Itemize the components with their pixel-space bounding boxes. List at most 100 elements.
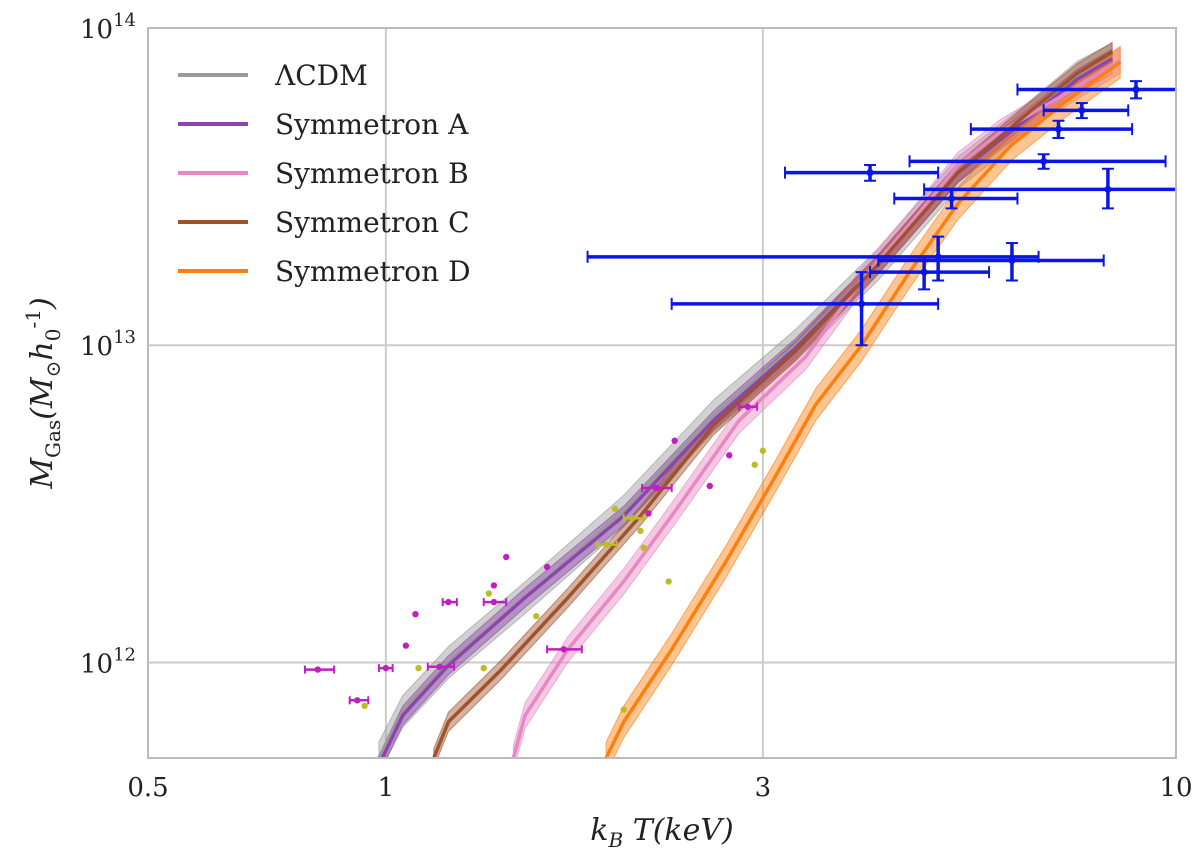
data-point	[783, 163, 940, 182]
data-point	[1016, 80, 1176, 100]
data-marker	[480, 664, 487, 672]
data-marker	[1040, 157, 1048, 165]
data-marker	[1054, 125, 1062, 133]
data-point	[595, 540, 618, 549]
data-marker	[620, 706, 627, 713]
data-points	[303, 80, 1176, 713]
x-axis-label: kB T(keV)	[590, 813, 733, 852]
data-point	[622, 514, 645, 523]
data-marker	[759, 447, 767, 454]
data-marker	[653, 484, 660, 492]
data-point	[543, 563, 551, 571]
data-marker	[628, 514, 636, 522]
x-tick-label: 10	[1159, 773, 1192, 803]
data-marker	[858, 300, 866, 308]
data-marker	[502, 553, 510, 561]
legend-label: Symmetron A	[275, 108, 469, 141]
data-point	[908, 153, 1167, 170]
data-point	[485, 590, 493, 597]
legend: ΛCDM Symmetron A Symmetron B Symmetron C Sym…	[178, 59, 471, 288]
data-point	[1042, 102, 1130, 120]
data-point	[645, 510, 652, 517]
data-point	[665, 578, 672, 585]
y-tick-labels: 1012 1013 1014	[80, 10, 136, 679]
data-marker	[645, 510, 652, 517]
legend-label: Symmetron B	[275, 157, 469, 190]
data-point	[586, 235, 1040, 282]
plot-frame	[147, 27, 1177, 759]
data-marker	[533, 612, 540, 620]
data-marker	[744, 403, 751, 410]
legend-entry: Symmetron B	[178, 157, 469, 190]
legend-entry: Symmetron C	[178, 206, 470, 239]
data-point	[869, 255, 991, 291]
data-marker	[665, 578, 672, 585]
x-tick-labels: 0.5 1 3 10	[127, 773, 1192, 803]
data-marker	[751, 461, 758, 468]
y-axis-label-group: MGas(M⊙h0-1)	[21, 297, 65, 489]
legend-entry: Symmetron D	[178, 255, 471, 288]
series-bands	[378, 41, 1121, 758]
data-marker	[361, 702, 368, 710]
legend-label: Symmetron D	[275, 255, 471, 288]
data-marker	[445, 598, 452, 606]
data-marker	[866, 169, 874, 177]
data-marker	[354, 697, 361, 704]
x-tick-label: 3	[755, 773, 772, 803]
data-marker	[490, 598, 498, 606]
data-point	[426, 662, 456, 671]
data-point	[877, 242, 1105, 282]
data-point	[480, 664, 487, 672]
data-point	[637, 527, 644, 535]
data-marker	[402, 642, 410, 649]
data-marker	[934, 253, 942, 261]
data-marker	[412, 610, 419, 618]
series-band	[605, 45, 1121, 758]
data-point	[620, 706, 627, 713]
series-band	[433, 41, 1113, 758]
data-point	[640, 544, 647, 551]
data-marker	[602, 541, 610, 548]
series-line	[432, 50, 1114, 758]
data-point	[412, 610, 419, 618]
data-marker	[415, 664, 422, 672]
data-point	[670, 271, 940, 347]
y-tick-label: 1012	[80, 644, 136, 679]
data-point	[751, 461, 758, 468]
data-marker	[706, 482, 713, 490]
data-point	[726, 452, 733, 459]
data-point	[502, 553, 510, 561]
y-tick-label: 1013	[80, 327, 136, 362]
legend-label: ΛCDM	[274, 59, 368, 92]
y-axis-label: MGas(M⊙h0-1)	[21, 297, 65, 489]
data-marker	[640, 544, 647, 551]
data-point	[923, 167, 1176, 210]
data-point	[441, 598, 458, 607]
data-marker	[436, 663, 443, 670]
data-marker	[382, 664, 390, 672]
data-marker	[485, 590, 493, 597]
data-point	[348, 696, 370, 705]
data-marker	[948, 195, 956, 203]
data-point	[738, 402, 759, 411]
series-lines	[377, 50, 1122, 758]
series-line	[604, 60, 1122, 758]
data-marker	[611, 505, 619, 513]
y-tick-label: 1014	[80, 10, 136, 45]
data-marker	[920, 268, 928, 276]
data-point	[969, 119, 1134, 140]
legend-entry: Symmetron A	[178, 108, 469, 141]
data-point	[759, 447, 767, 454]
x-tick-label: 0.5	[127, 773, 168, 803]
data-marker	[1132, 85, 1140, 93]
data-marker	[314, 666, 321, 673]
data-marker	[543, 563, 551, 571]
data-marker	[726, 452, 733, 459]
data-point	[415, 664, 422, 672]
data-point	[671, 437, 678, 444]
data-point	[482, 598, 508, 607]
data-marker	[637, 527, 644, 535]
x-tick-label: 1	[378, 773, 395, 803]
series-band	[378, 42, 1113, 758]
